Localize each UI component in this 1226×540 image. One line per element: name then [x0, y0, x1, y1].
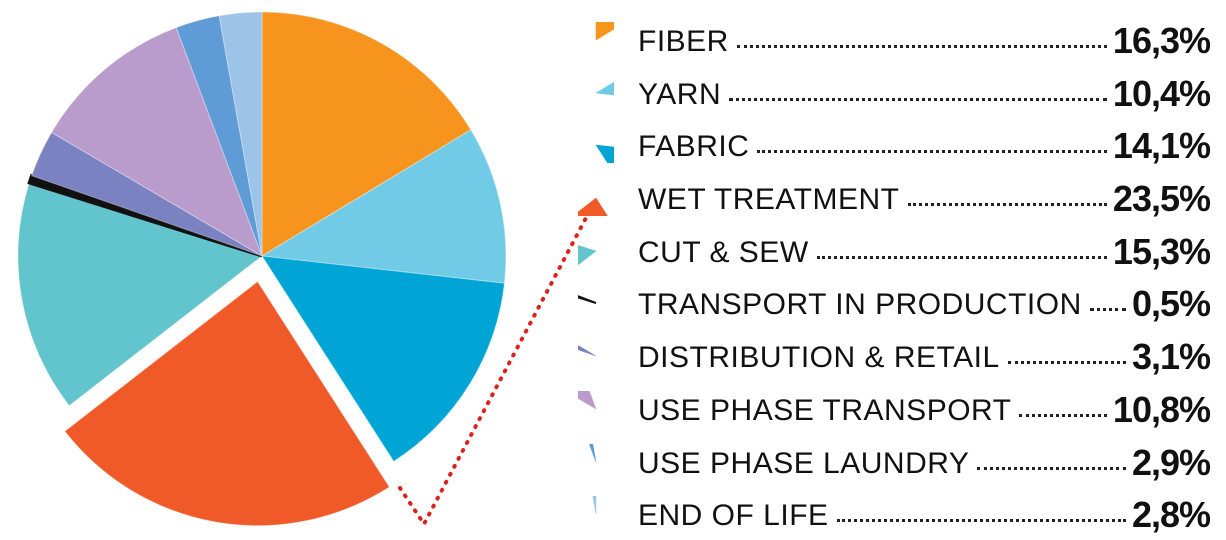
legend-leader-dots	[1007, 361, 1126, 365]
legend-wedge-icon-transport-in-production	[578, 295, 597, 305]
pie-slice-wet-treatment	[64, 280, 391, 527]
legend-label: END OF LIFE	[638, 499, 829, 533]
legend-label: USE PHASE TRANSPORT	[638, 393, 1012, 427]
legend-leader-dots	[836, 519, 1126, 523]
pie-slice-transport-in-production	[27, 173, 263, 258]
legend-item-transport-in-production: TRANSPORT IN PRODUCTION 0,5%	[572, 275, 1212, 328]
legend-wedge-icon-fiber	[595, 22, 614, 41]
pie-slice-fiber	[261, 11, 472, 257]
legend-value: 10,8%	[1112, 388, 1211, 430]
legend-wedge-icon-wet-treatment	[578, 197, 608, 217]
legend-wedge-icon-fabric	[595, 145, 614, 164]
legend-leader-dots	[907, 203, 1107, 207]
legend-item-yarn: YARN 10,4%	[572, 65, 1212, 118]
legend-item-distribution-and-retail: DISTRIBUTION & RETAIL 3,1%	[572, 328, 1212, 381]
pie-chart	[17, 11, 507, 527]
legend-wedge-icon-cut-and-sew	[578, 244, 597, 266]
legend-leader-dots	[1019, 413, 1107, 417]
pie-slice-cut-and-sew	[17, 182, 264, 407]
legend-value: 3,1%	[1131, 336, 1211, 378]
legend-item-end-of-life: END OF LIFE 2,8%	[572, 486, 1212, 539]
legend-value: 14,1%	[1112, 125, 1211, 167]
legend-wedge-icon-distribution-and-retail	[578, 345, 597, 357]
pie-slice-distribution-and-retail	[30, 131, 263, 257]
legend-item-use-phase-transport: USE PHASE TRANSPORT 10,8%	[572, 381, 1212, 434]
legend-wedge-icon-yarn	[595, 81, 614, 95]
legend-value: 23,5%	[1112, 178, 1211, 220]
legend-wedge-icon-end-of-life	[592, 496, 597, 515]
legend-label: USE PHASE LAUNDRY	[638, 446, 970, 480]
legend-leader-dots	[816, 255, 1107, 259]
legend-wedge-icon-use-phase-transport	[578, 390, 597, 410]
legend-label: DISTRIBUTION & RETAIL	[638, 341, 1000, 375]
legend-leader-dots	[977, 466, 1126, 470]
legend-label: FIBER	[638, 25, 729, 58]
legend-label: TRANSPORT IN PRODUCTION	[638, 288, 1082, 322]
legend-label: WET TREATMENT	[638, 183, 900, 217]
legend-value: 10,4%	[1112, 72, 1211, 114]
legend-wedge-icon-use-phase-laundry	[588, 443, 597, 462]
legend-value: 2,8%	[1131, 494, 1211, 536]
legend: FIBER 16,3% YARN 10,4% FABRIC 14,1% WET TREATM…	[572, 12, 1212, 539]
legend-label: YARN	[638, 77, 722, 111]
legend-item-cut-and-sew: CUT & SEW 15,3%	[572, 223, 1212, 276]
legend-leader-dots	[1089, 308, 1126, 312]
legend-item-fiber: FIBER 16,3%	[572, 12, 1212, 65]
legend-item-wet-treatment: WET TREATMENT 23,5%	[572, 170, 1212, 223]
legend-label: FABRIC	[638, 130, 750, 164]
legend-value: 0,5%	[1131, 283, 1211, 325]
legend-value: 2,9%	[1131, 441, 1211, 483]
pie-slice-use-phase-transport	[50, 26, 263, 258]
pie-slice-end-of-life	[218, 11, 263, 257]
legend-item-use-phase-laundry: USE PHASE LAUNDRY 2,9%	[572, 434, 1212, 487]
legend-value: 15,3%	[1112, 230, 1211, 272]
legend-leader-dots	[757, 150, 1107, 154]
legend-label: CUT & SEW	[638, 235, 809, 269]
legend-leader-dots	[729, 97, 1107, 101]
pie-slice-use-phase-laundry	[175, 15, 263, 257]
legend-item-fabric: FABRIC 14,1%	[572, 117, 1212, 170]
legend-leader-dots	[736, 45, 1107, 48]
legend-value: 16,3%	[1112, 20, 1211, 61]
